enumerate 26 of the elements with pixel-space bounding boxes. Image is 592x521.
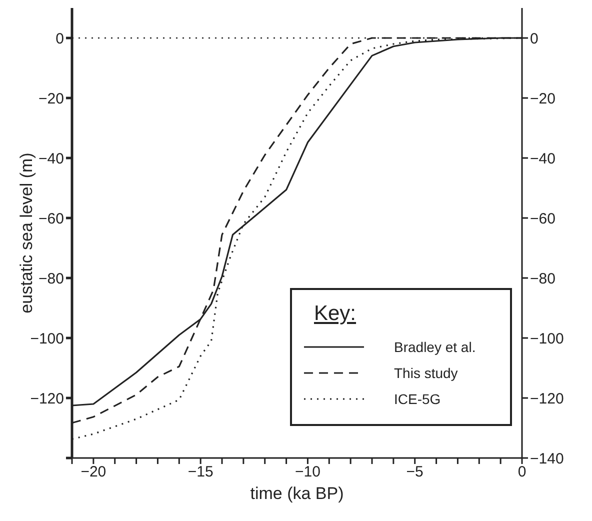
y-tick-label: −120 [30,390,64,408]
y2-tick-label: −60 [530,210,556,228]
y-axis-title: eustatic sea level (m) [17,152,36,314]
y-tick-label: −100 [30,330,64,348]
legend-title: Key: [314,302,358,326]
x-tick-label: −15 [188,464,214,481]
legend-label: This study [394,365,458,381]
x-tick-label: −10 [294,464,320,481]
y-tick-label: −20 [38,90,64,108]
y2-tick-label: −100 [530,330,564,348]
y-tick-label: −80 [38,270,64,288]
y-tick-label: −60 [38,210,64,228]
x-axis-title: time (ka BP) [250,484,344,503]
y-tick-label: 0 [56,30,64,48]
y2-tick-label: 0 [530,30,538,48]
x-tick-label: 0 [518,464,526,481]
legend-label: ICE-5G [394,391,441,407]
y2-tick-label: −20 [530,90,556,108]
legend-label: Bradley et al. [394,339,476,355]
x-tick-label: −5 [406,464,424,481]
y2-tick-label: −80 [530,270,556,288]
y2-tick-label: −140 [530,450,564,468]
y-tick-label: −40 [38,150,64,168]
y2-tick-label: −120 [530,390,564,408]
x-tick-label: −20 [80,464,106,481]
y2-tick-label: −40 [530,150,556,168]
